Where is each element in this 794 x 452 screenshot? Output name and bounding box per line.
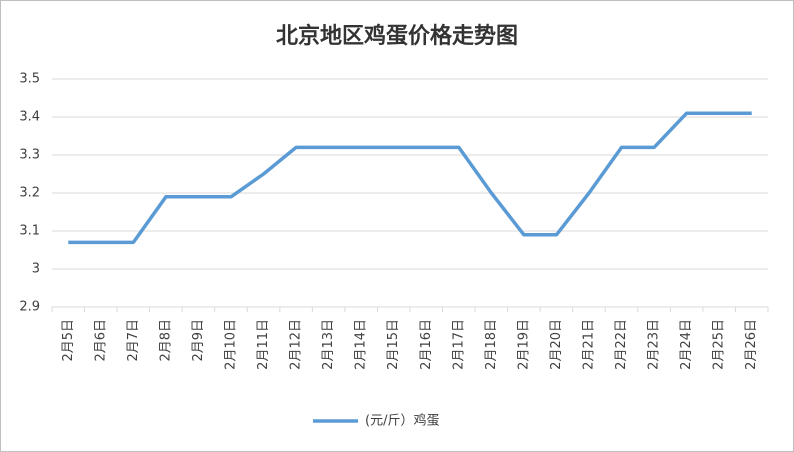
x-tick-label: 2月22日: [614, 319, 629, 370]
x-tick-label: 2月5日: [61, 319, 76, 362]
x-tick-label: 2月14日: [354, 319, 369, 370]
y-tick-label: 3: [32, 262, 40, 277]
x-tick-label: 2月23日: [647, 319, 662, 370]
x-tick-label: 2月21日: [582, 319, 597, 370]
x-tick-label: 2月9日: [191, 319, 206, 362]
y-tick-label: 3.3: [19, 148, 40, 163]
x-tick-label: 2月10日: [224, 319, 239, 370]
chart-title: 北京地区鸡蛋价格走势图: [276, 23, 518, 49]
y-tick-label: 2.9: [19, 300, 40, 315]
x-tick-label: 2月7日: [126, 319, 141, 362]
legend-label: (元/斤）鸡蛋: [365, 413, 439, 429]
x-tick-label: 2月11日: [256, 319, 271, 370]
x-tick-label: 2月17日: [451, 319, 466, 370]
x-tick-label: 2月24日: [679, 319, 694, 370]
x-tick-label: 2月18日: [484, 319, 499, 370]
y-tick-label: 3.4: [19, 110, 40, 125]
y-tick-label: 3.1: [19, 224, 40, 239]
x-tick-label: 2月15日: [386, 319, 401, 370]
y-tick-label: 3.5: [19, 72, 40, 87]
x-tick-label: 2月6日: [93, 319, 108, 362]
x-tick-label: 2月25日: [712, 319, 727, 370]
data-line: [68, 111, 752, 245]
x-tick-label: 2月12日: [289, 319, 304, 370]
x-tick-label: 2月13日: [321, 319, 336, 370]
x-tick-label: 2月26日: [744, 319, 759, 370]
x-tick-label: 2月19日: [516, 319, 531, 370]
x-tick-label: 2月8日: [158, 319, 173, 362]
x-tick-label: 2月20日: [549, 319, 564, 370]
y-tick-label: 3.2: [19, 186, 40, 201]
x-tick-label: 2月16日: [419, 319, 434, 370]
